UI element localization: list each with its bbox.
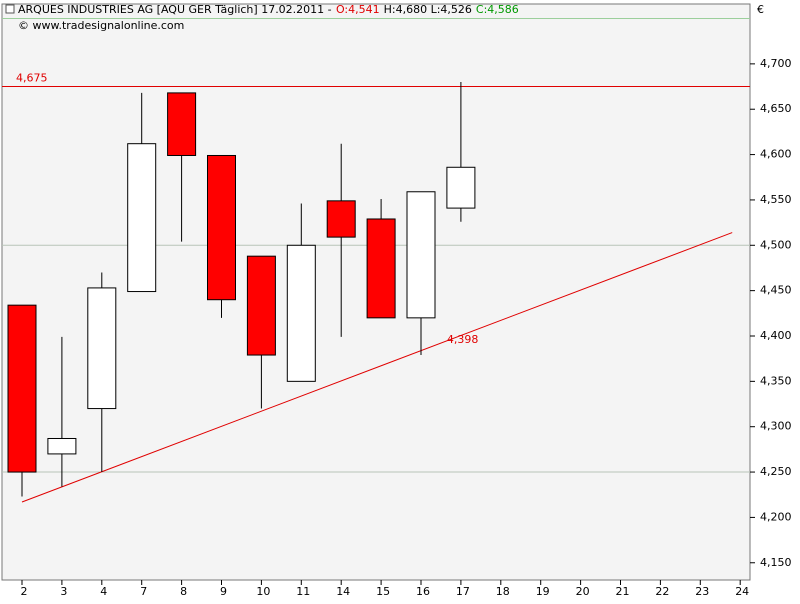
x-tick-label: 20 <box>576 585 590 598</box>
candle-body <box>286 244 316 382</box>
y-tick-label: 4,200 <box>760 510 792 523</box>
candle-body <box>87 287 117 410</box>
x-tick-label: 18 <box>496 585 510 598</box>
x-tick-label: 14 <box>336 585 350 598</box>
x-tick-label: 3 <box>60 585 67 598</box>
candle-body <box>7 304 37 473</box>
currency: € <box>757 3 764 16</box>
candle-body <box>446 166 476 209</box>
candle-body <box>167 92 197 156</box>
x-tick-label: 15 <box>376 585 390 598</box>
x-tick-label: 21 <box>616 585 630 598</box>
trendline <box>21 232 733 503</box>
x-tick-label: 17 <box>456 585 470 598</box>
candle-body <box>47 437 77 455</box>
candle-body <box>366 218 396 319</box>
y-tick-label: 4,650 <box>760 102 792 115</box>
y-tick-label: 4,250 <box>760 465 792 478</box>
title-value: O:4,541 <box>336 3 380 16</box>
title-text: ARQUES INDUSTRIES AG [AQU GER Täglich] 1… <box>18 3 332 16</box>
title-value: C:4,586 <box>476 3 519 16</box>
x-tick-label: 2 <box>21 585 28 598</box>
x-tick-label: 10 <box>256 585 270 598</box>
subtitle: © www.tradesignalonline.com <box>18 19 184 32</box>
chart-title: ARQUES INDUSTRIES AG [AQU GER Täglich] 1… <box>18 3 519 16</box>
y-tick-label: 4,700 <box>760 57 792 70</box>
x-tick-label: 4 <box>100 585 107 598</box>
x-tick-label: 7 <box>140 585 147 598</box>
x-tick-label: 9 <box>220 585 227 598</box>
y-tick-label: 4,350 <box>760 374 792 387</box>
y-tick-label: 4,300 <box>760 420 792 433</box>
x-tick-label: 16 <box>416 585 430 598</box>
x-tick-label: 22 <box>655 585 669 598</box>
candle-body <box>127 143 157 293</box>
x-tick-label: 23 <box>695 585 709 598</box>
x-tick-label: 24 <box>735 585 749 598</box>
window-icon <box>5 4 15 14</box>
y-tick-label: 4,150 <box>760 556 792 569</box>
y-tick-label: 4,600 <box>760 148 792 161</box>
candle-body <box>207 154 236 301</box>
candle-body <box>406 191 436 319</box>
y-tick-label: 4,450 <box>760 284 792 297</box>
trendline-label: 4,398 <box>447 333 479 346</box>
x-tick-label: 19 <box>536 585 550 598</box>
y-tick-label: 4,550 <box>760 193 792 206</box>
y-tick-label: 4,500 <box>760 238 792 251</box>
y-tick-label: 4,400 <box>760 329 792 342</box>
title-value: H:4,680 L:4,526 <box>384 3 472 16</box>
candle-body <box>326 200 356 238</box>
resistance-label: 4,675 <box>16 72 48 85</box>
candle-body <box>246 255 276 356</box>
x-tick-label: 11 <box>296 585 310 598</box>
x-tick-label: 8 <box>180 585 187 598</box>
